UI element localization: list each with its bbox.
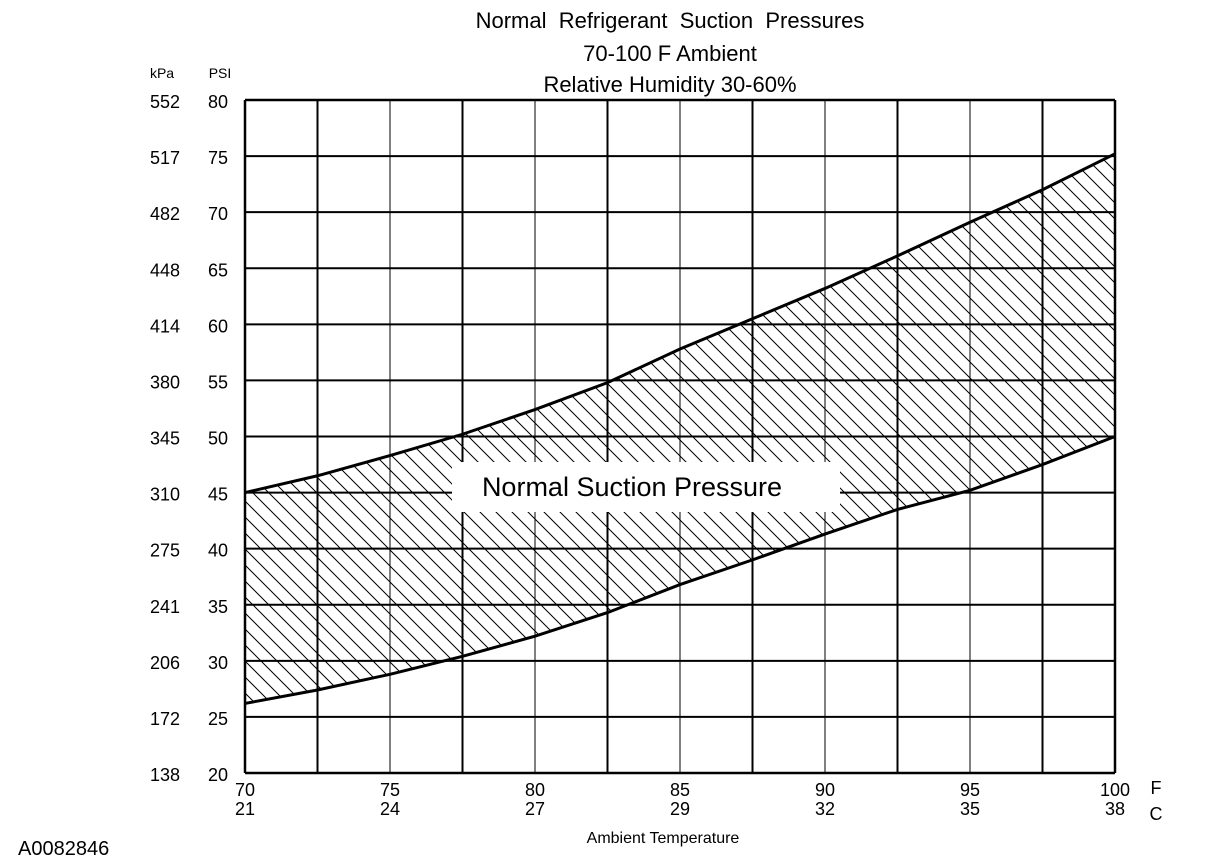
- band-label: Normal Suction Pressure: [482, 472, 782, 502]
- x-tick-label-c: 21: [235, 799, 255, 819]
- y-tick-label-kpa: 206: [150, 653, 180, 673]
- normal-pressure-band: [245, 153, 1115, 704]
- y-tick-label-psi: 40: [208, 541, 228, 561]
- y-tick-label-kpa: 448: [150, 260, 180, 280]
- y-tick-label-psi: 45: [208, 485, 228, 505]
- y-tick-label-kpa: 345: [150, 429, 180, 449]
- y-tick-label-kpa: 275: [150, 541, 180, 561]
- chart-title-line-1: Normal Refrigerant Suction Pressures: [475, 8, 865, 33]
- x-tick-label-f: 70: [235, 780, 255, 800]
- y-tick-label-kpa: 552: [150, 92, 180, 112]
- y-tick-label-kpa: 138: [150, 765, 180, 785]
- y-tick-label-psi: 70: [208, 204, 228, 224]
- y-tick-label-kpa: 310: [150, 485, 180, 505]
- axis-labels: 552 80 517 75 482 70 448 65 414 60 380 55 345 50 310 45…: [150, 65, 1163, 847]
- x-tick-label-f: 80: [525, 780, 545, 800]
- x-tick-label-c: 32: [815, 799, 835, 819]
- x-unit-label-f: F: [1151, 778, 1162, 798]
- y-tick-label-kpa: 380: [150, 372, 180, 392]
- y-tick-label-kpa: 517: [150, 148, 180, 168]
- y-unit-label-psi: PSI: [209, 65, 232, 81]
- x-tick-label-c: 38: [1105, 799, 1125, 819]
- x-tick-label-f: 75: [380, 780, 400, 800]
- lower-bound-line: [244, 435, 1116, 705]
- x-tick-label-f: 90: [815, 780, 835, 800]
- y-tick-label-kpa: 482: [150, 204, 180, 224]
- x-tick-label-f: 85: [670, 780, 690, 800]
- band-label-background: [452, 462, 840, 512]
- upper-bound-line: [244, 152, 1116, 495]
- x-tick-label-c: 29: [670, 799, 690, 819]
- y-tick-label-psi: 50: [208, 429, 228, 449]
- x-tick-label-c: 24: [380, 799, 400, 819]
- y-tick-label-psi: 65: [208, 260, 228, 280]
- x-unit-label-c: C: [1150, 804, 1163, 824]
- x-tick-label-c: 35: [960, 799, 980, 819]
- x-axis-title: Ambient Temperature: [587, 830, 740, 847]
- y-tick-label-kpa: 172: [150, 709, 180, 729]
- y-tick-label-psi: 35: [208, 597, 228, 617]
- y-tick-label-psi: 20: [208, 765, 228, 785]
- y-tick-label-psi: 75: [208, 148, 228, 168]
- y-tick-label-psi: 30: [208, 653, 228, 673]
- chart-title-line-2: 70-100 F Ambient: [583, 41, 757, 66]
- y-unit-label-kpa: kPa: [150, 65, 174, 81]
- y-tick-label-kpa: 241: [150, 597, 180, 617]
- x-tick-label-c: 27: [525, 799, 545, 819]
- y-tick-label-psi: 60: [208, 316, 228, 336]
- y-tick-label-psi: 80: [208, 92, 228, 112]
- x-tick-label-f: 95: [960, 780, 980, 800]
- y-tick-label-psi: 25: [208, 709, 228, 729]
- y-tick-label-kpa: 414: [150, 316, 180, 336]
- figure-id: A0082846: [18, 838, 110, 860]
- y-tick-label-psi: 55: [208, 372, 228, 392]
- chart-title-line-3: Relative Humidity 30-60%: [543, 72, 797, 97]
- x-tick-label-f: 100: [1100, 780, 1130, 800]
